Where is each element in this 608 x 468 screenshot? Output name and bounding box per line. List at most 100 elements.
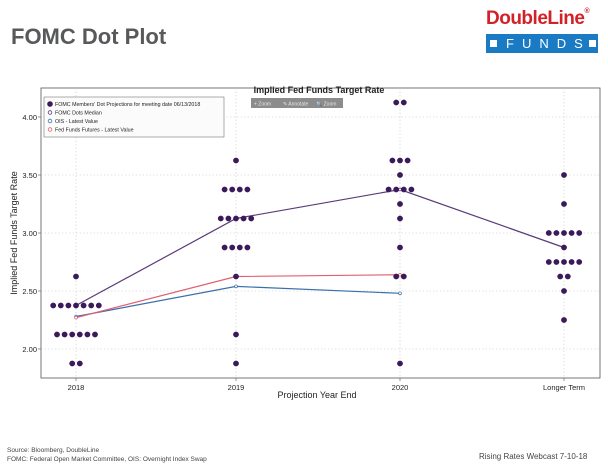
fomc-dot [236,244,243,251]
fomc-dot [553,230,560,236]
y-axis-label: Implied Fed Funds Target Rate [9,171,19,294]
x-tick-label: Longer Term [543,383,585,392]
ois-point [234,284,238,289]
fomc-dot [221,244,228,251]
logo-wordmark: DoubleLine [486,8,585,29]
legend-label-dots: FOMC Members' Dot Projections for meetin… [55,102,200,108]
fomc-dot [397,215,403,222]
logo-square-left [490,40,497,47]
legend-marker-median [47,110,53,115]
y-axis: 2.00 2.50 3.00 3.50 4.00 [22,113,41,354]
fomc-dot [568,230,575,236]
x-axis: 2018 2019 2020 Longer Term [68,378,585,392]
fomc-dot [217,215,224,222]
fomc-dot [244,244,251,251]
legend-marker-dots [47,101,53,107]
logo-square-right [589,40,596,47]
legend-label-median: FOMC Dots Median [55,111,102,117]
fomc-dot [65,302,72,309]
fomc-dot [561,244,567,251]
fomc-dot [397,201,403,207]
y-tick-label: 3.00 [22,229,37,238]
fomc-dot [400,273,407,280]
x-tick-label: 2020 [392,383,409,392]
fomc-dot [576,230,583,236]
futures-point [74,315,78,320]
toolbar-annotate-button[interactable]: ✎ Annotate [283,102,309,108]
fomc-dot [233,360,239,367]
fomc-dot [233,331,239,338]
fomc-dot [385,186,392,193]
fomc-dot [393,273,400,280]
source-note: Source: Bloomberg, DoubleLine FOMC: Fede… [7,446,207,464]
toolbar-background [251,98,343,108]
fomc-dot [404,157,411,164]
fomc-dot [240,215,247,222]
fomc-dot [561,230,567,236]
fomc-dot [557,273,564,280]
fomc-dot [545,259,552,265]
toolbar-search-zoom-button[interactable]: 🔍 Zoom [316,101,336,108]
fomc-dot [244,186,251,193]
fomc-dot [248,215,255,222]
source-line-1: Source: Bloomberg, DoubleLine [7,447,100,454]
legend-label-ois: OIS - Latest Value [55,119,98,125]
y-tick-label: 2.00 [22,345,37,354]
fomc-dot [233,157,239,164]
x-tick-label: 2019 [228,383,245,392]
logo-funds-text: FUNDS [506,36,591,51]
fomc-dot [561,201,567,207]
x-axis-label: Projection Year End [277,390,356,400]
fomc-dot [561,172,567,178]
toolbar-zoom-button[interactable]: + Zoom [254,102,271,108]
legend-label-futures: Fed Funds Futures - Latest Value [55,128,134,134]
fomc-dot [397,172,403,178]
fomc-dot [233,273,239,280]
fomc-dot [69,360,76,367]
y-tick-label: 4.00 [22,113,37,122]
chart-toolbar[interactable]: + Zoom ✎ Annotate 🔍 Zoom [251,98,343,108]
fomc-dot [408,186,415,193]
fomc-dot [393,186,400,193]
chart-title: Implied Fed Funds Target Rate [254,85,385,95]
fomc-dot [397,244,403,251]
futures-point [398,273,402,277]
fomc-dot [61,331,68,338]
fomc-dot [84,331,91,338]
fomc-dot [229,244,236,251]
logo-bar: FUNDS [486,34,598,53]
logo-trademark: ® [584,8,590,15]
legend-box [43,96,225,138]
doubleline-logo: DoubleLine® FUNDS [486,8,598,53]
fomc-dot [88,302,95,309]
fomc-dot [76,331,83,338]
fomc-dot [57,302,64,309]
fomc-dot [400,186,407,193]
fomc-dot [54,331,60,338]
fomc-dot [564,273,571,280]
fomc-dot [95,302,102,309]
fomc-dot [397,157,403,164]
fomc-dot [389,157,396,164]
fomc-dot [229,186,236,193]
source-line-2: FOMC: Federal Open Market Committee, OIS… [7,456,207,463]
chart-container: 2.00 2.50 3.00 3.50 4.00 2018 2019 2020 Longer … [0,78,608,408]
median-line [75,188,565,307]
fomc-dot [576,259,583,265]
y-tick-label: 2.50 [22,287,37,296]
legend-marker-ois [47,118,53,124]
x-tick-label: 2018 [68,383,85,392]
fomc-dot [568,259,575,265]
fomc-dot [397,360,403,367]
y-tick-label: 3.50 [22,171,37,180]
dot-plot-chart: 2.00 2.50 3.00 3.50 4.00 2018 2019 2020 Longer … [0,78,608,408]
fomc-dot [69,331,76,338]
fomc-dot [73,302,79,309]
grid-lines [41,88,600,378]
fomc-dot [221,186,228,193]
dot-projections [50,99,583,367]
fomc-dot [393,99,400,106]
legend: FOMC Members' Dot Projections for meetin… [43,96,225,138]
fomc-dot [76,360,83,367]
ois-point [398,291,402,296]
